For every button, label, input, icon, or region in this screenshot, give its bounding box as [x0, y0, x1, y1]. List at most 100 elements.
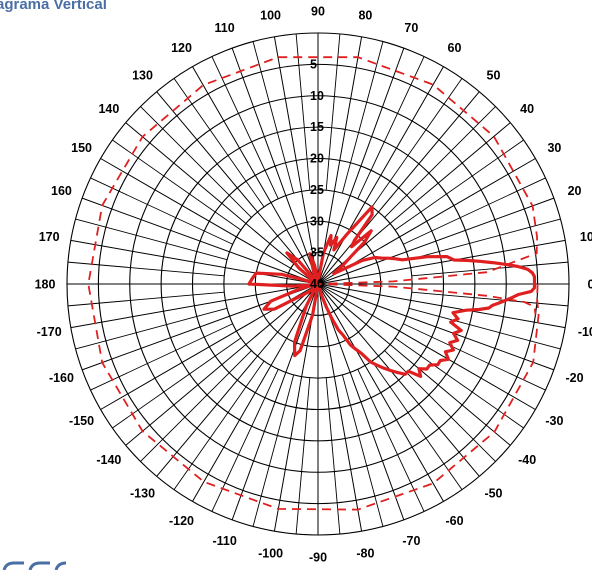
angle-tick-label: -150	[69, 414, 94, 428]
grid-spoke	[317, 283, 511, 446]
angle-tick-label: -90	[309, 551, 327, 565]
grid-spoke	[252, 374, 295, 527]
grid-spoke	[411, 261, 569, 277]
grid-spoke	[317, 283, 405, 521]
grid-spoke	[67, 291, 225, 307]
logo-fragment-icon	[2, 561, 67, 570]
grid-spoke	[100, 158, 319, 285]
grid-spoke	[75, 307, 228, 350]
grid-spoke	[156, 283, 319, 477]
angle-tick-label: 20	[568, 184, 582, 198]
angle-tick-label: 130	[132, 68, 153, 82]
grid-spoke	[90, 323, 233, 391]
grid-spoke	[317, 239, 566, 285]
angle-tick-label: 120	[171, 41, 192, 55]
angle-tick-label: -80	[356, 546, 374, 560]
grid-spoke	[408, 218, 561, 261]
grid-spoke	[371, 78, 463, 208]
grid-spoke	[371, 360, 463, 490]
angle-tick-label: -110	[212, 534, 236, 548]
angle-tick-label: 70	[404, 21, 418, 35]
angle-tick-label: 30	[547, 141, 561, 155]
angle-tick-label: 50	[487, 68, 501, 82]
grid-spoke	[231, 47, 319, 285]
grid-spoke	[325, 377, 341, 535]
grid-spoke	[384, 350, 496, 462]
grid-spoke	[394, 337, 524, 429]
grid-spoke	[411, 291, 569, 307]
polar-grid	[66, 32, 570, 536]
grid-spoke	[156, 91, 319, 285]
grid-spoke	[317, 283, 444, 502]
angle-tick-label: 110	[215, 21, 235, 35]
grid-spoke	[317, 36, 363, 285]
series-layer	[87, 56, 540, 511]
grid-spoke	[252, 41, 295, 194]
angle-tick-label: 150	[71, 141, 92, 155]
angle-tick-label: 0	[588, 278, 592, 292]
series-solid-line	[247, 205, 537, 378]
angle-tick-label: 100	[260, 9, 281, 23]
grid-spoke	[317, 283, 363, 532]
angle-tick-label: 170	[39, 230, 60, 244]
radial-tick-label: 30	[310, 214, 324, 228]
grid-spoke	[192, 66, 319, 285]
angle-tick-label: 40	[520, 102, 534, 116]
radial-tick-label: 5	[310, 57, 317, 71]
grid-spoke	[112, 139, 242, 231]
grid-spoke	[90, 177, 233, 245]
grid-spoke	[140, 106, 252, 218]
grid-spoke	[273, 36, 319, 285]
grid-spoke	[403, 323, 546, 391]
grid-spoke	[341, 374, 384, 527]
angle-tick-label: -160	[49, 371, 74, 385]
radial-tick-label: 10	[310, 89, 324, 103]
grid-spoke	[70, 283, 319, 329]
radial-tick-label: 20	[310, 152, 324, 166]
angle-tick-label: 160	[51, 184, 72, 198]
angle-tick-label: 60	[448, 41, 462, 55]
grid-spoke	[408, 307, 561, 350]
angle-tick-label: 90	[311, 5, 325, 19]
angle-tick-label: 180	[35, 278, 56, 292]
radial-tick-label: 40	[310, 277, 324, 291]
grid-spoke	[67, 261, 225, 277]
grid-spoke	[341, 41, 384, 194]
grid-spoke	[231, 283, 319, 521]
grid-spoke	[75, 218, 228, 261]
grid-spoke	[125, 122, 319, 285]
grid-spoke	[140, 350, 252, 462]
grid-spoke	[403, 177, 546, 245]
grid-spoke	[173, 360, 265, 490]
angle-tick-label: -170	[37, 325, 62, 339]
angle-tick-label: -120	[169, 514, 194, 528]
grid-spoke	[384, 106, 496, 218]
grid-spoke	[70, 239, 319, 285]
angle-tick-label: -130	[130, 487, 155, 501]
label-layer: 9080706050403020100-10-20-30-40-50-60-70…	[35, 5, 592, 565]
grid-spoke	[192, 283, 319, 502]
radial-tick-label: 25	[310, 183, 324, 197]
grid-spoke	[394, 139, 524, 231]
angle-tick-label: -20	[565, 371, 583, 385]
angle-tick-label: 140	[98, 102, 119, 116]
radial-tick-label: 35	[310, 246, 324, 260]
grid-spoke	[317, 283, 566, 329]
grid-spoke	[325, 33, 341, 191]
angle-tick-label: -10	[578, 325, 592, 339]
angle-tick-label: -70	[402, 534, 420, 548]
grid-spoke	[295, 377, 311, 535]
angle-tick-label: -40	[518, 453, 536, 467]
angle-tick-label: -50	[484, 487, 502, 501]
angle-tick-label: -100	[258, 546, 283, 560]
grid-spoke	[81, 197, 319, 285]
angle-tick-label: 80	[358, 9, 372, 23]
angle-tick-label: -30	[545, 414, 563, 428]
grid-spoke	[317, 283, 536, 410]
angle-tick-label: -140	[96, 453, 121, 467]
grid-spoke	[317, 283, 480, 477]
grid-spoke	[357, 56, 425, 199]
grid-spoke	[273, 283, 319, 532]
chart-title: agrama Vertical	[0, 0, 107, 13]
